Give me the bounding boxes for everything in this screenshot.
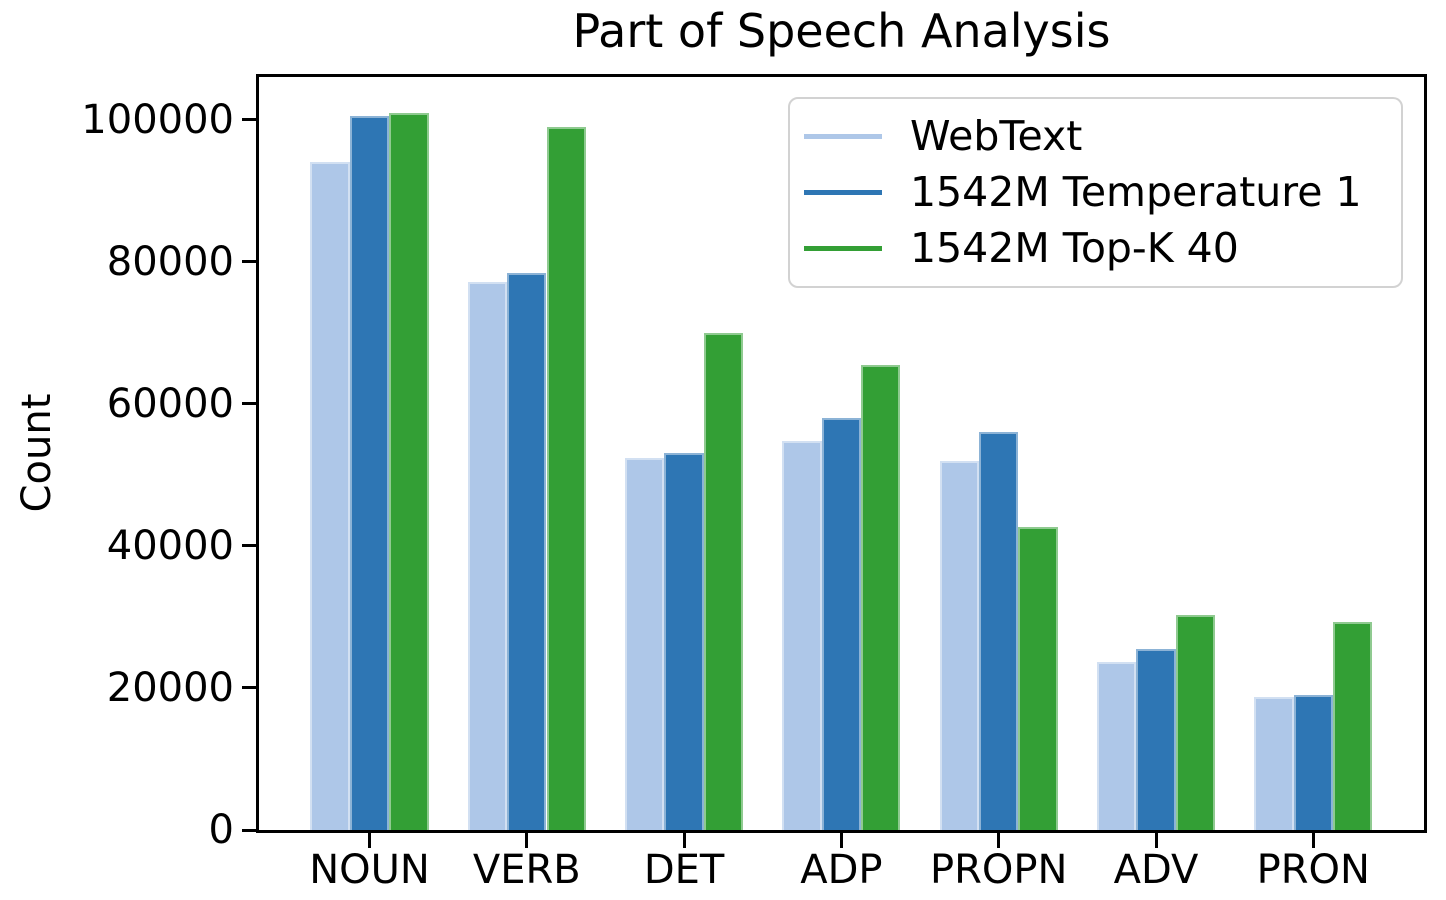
legend-line-swatch: [804, 134, 882, 140]
y-tick-label: 40000: [106, 522, 234, 569]
bar-adv-1542m-top-k-40: [1175, 614, 1216, 830]
bar-noun-webtext: [310, 162, 350, 830]
bar-verb-webtext: [467, 281, 508, 830]
bar-propn-webtext: [939, 460, 979, 830]
legend-item: WebText: [790, 116, 1401, 157]
y-tick-label: 80000: [106, 238, 234, 285]
y-tick-mark: [242, 118, 256, 122]
y-tick-label: 60000: [106, 380, 234, 427]
y-tick-mark: [242, 828, 256, 832]
x-tick-label-adp: ADP: [800, 847, 883, 893]
x-tick-mark: [1311, 833, 1315, 848]
bar-adp-1542m-temperature-1: [821, 417, 862, 830]
x-tick-mark: [682, 833, 686, 848]
bar-noun-1542m-top-k-40: [389, 112, 429, 830]
bar-adp-webtext: [782, 440, 822, 830]
x-tick-label-propn: PROPN: [929, 847, 1068, 893]
bar-det-1542m-top-k-40: [703, 332, 744, 830]
x-tick-label-adv: ADV: [1113, 847, 1199, 893]
legend-item: 1542M Top-K 40: [790, 223, 1401, 272]
bar-det-webtext: [625, 458, 665, 830]
x-tick-label-noun: NOUN: [309, 847, 430, 893]
y-tick-label: 20000: [106, 664, 234, 711]
y-tick-mark: [242, 402, 256, 406]
x-tick-mark: [997, 833, 1001, 848]
chart-title: Part of Speech Analysis: [572, 4, 1111, 58]
x-tick-mark: [368, 833, 371, 848]
bar-pron-webtext: [1254, 697, 1294, 830]
bar-propn-1542m-top-k-40: [1018, 527, 1058, 830]
y-tick-mark: [242, 686, 256, 690]
x-tick-label-verb: VERB: [472, 847, 581, 893]
bar-adv-webtext: [1096, 662, 1137, 830]
bar-adv-1542m-temperature-1: [1136, 648, 1176, 830]
bar-adp-1542m-top-k-40: [861, 364, 901, 830]
y-tick-label: 0: [208, 807, 234, 853]
x-tick-mark: [1154, 833, 1158, 848]
legend-line-swatch: [804, 189, 882, 195]
y-tick-mark: [242, 544, 256, 548]
bar-noun-1542m-temperature-1: [349, 116, 390, 830]
x-tick-label-pron: PRON: [1256, 847, 1370, 893]
bar-propn-1542m-temperature-1: [979, 432, 1019, 830]
bar-pron-1542m-top-k-40: [1333, 621, 1373, 830]
legend-label: 1542M Top-K 40: [910, 223, 1239, 272]
y-tick-mark: [242, 260, 256, 264]
bar-verb-1542m-top-k-40: [546, 126, 586, 830]
y-tick-label: 100000: [81, 96, 234, 143]
legend: WebText 1542M Temperature 1 1542M Top-K 40: [788, 97, 1403, 288]
x-tick-label-det: DET: [643, 847, 725, 893]
bar-verb-1542m-temperature-1: [507, 273, 547, 830]
x-tick-mark: [525, 833, 529, 848]
legend-line-swatch: [804, 245, 882, 251]
legend-label: 1542M Temperature 1: [910, 167, 1362, 216]
bar-pron-1542m-temperature-1: [1293, 695, 1333, 830]
bar-det-1542m-temperature-1: [664, 452, 704, 830]
legend-label: WebText: [910, 112, 1083, 161]
legend-item: 1542M Temperature 1: [790, 167, 1401, 216]
x-tick-mark: [839, 833, 843, 848]
